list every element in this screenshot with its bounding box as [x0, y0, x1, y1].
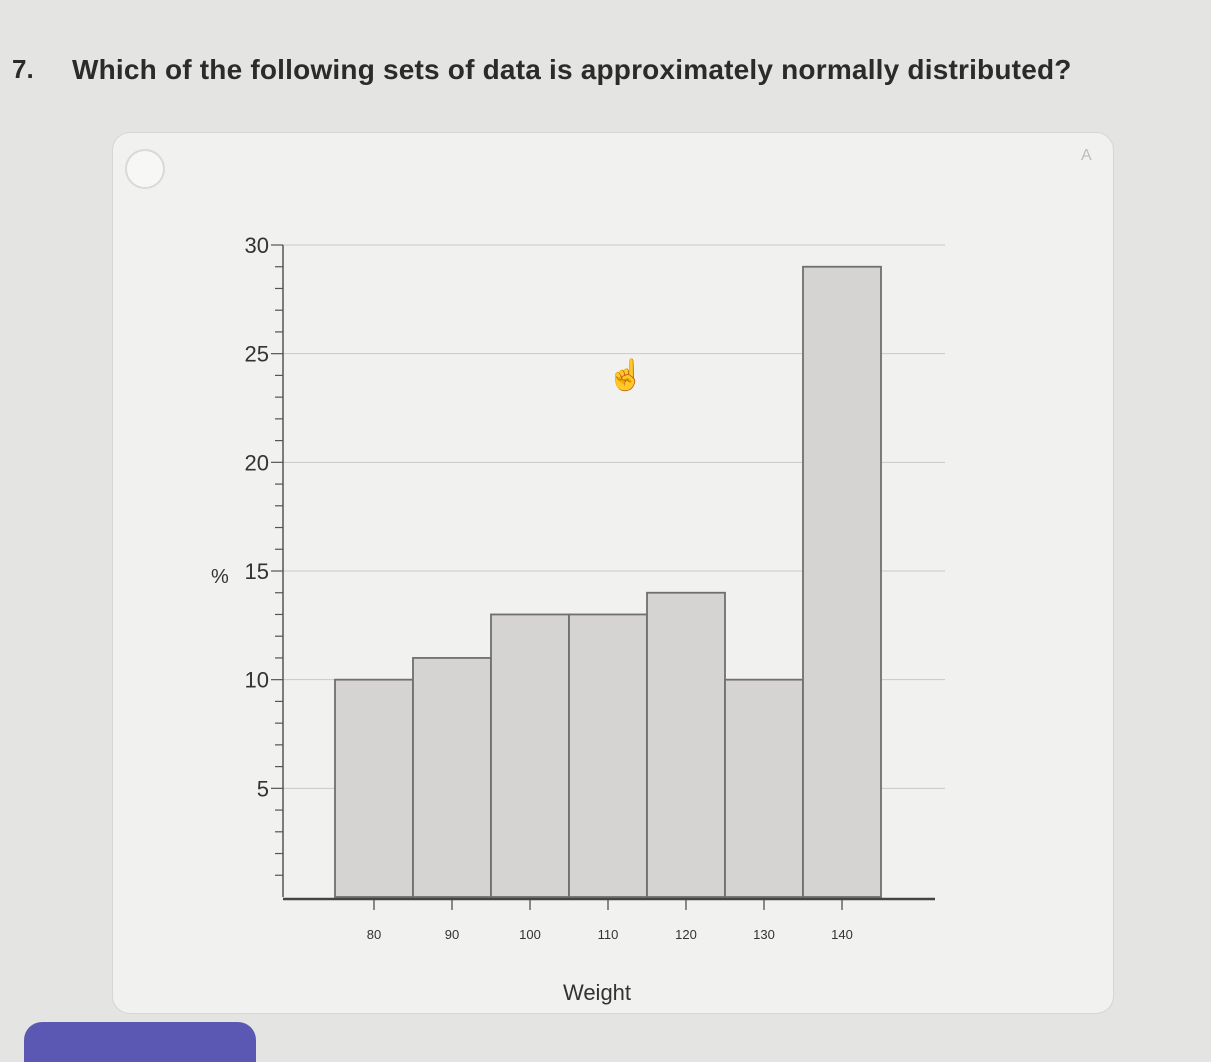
- histogram-bar: [646, 591, 726, 898]
- histogram-bar: [568, 613, 648, 898]
- next-button[interactable]: [24, 1022, 256, 1062]
- y-tick-label: 5: [257, 776, 269, 801]
- y-tick-label: 15: [245, 559, 269, 584]
- option-radio-button[interactable]: [125, 149, 165, 189]
- question-text: Which of the following sets of data is a…: [72, 54, 1072, 85]
- x-tick-label: 130: [753, 927, 775, 942]
- y-tick-labels: 5 10 15 20 25 30: [245, 233, 269, 801]
- histogram-bar: [802, 265, 882, 898]
- x-tick-label: 110: [598, 927, 619, 942]
- x-tick-label: 120: [675, 927, 697, 942]
- histogram-bar: [724, 678, 804, 898]
- x-tick-label: 100: [519, 927, 541, 942]
- hand-cursor-icon: ☝: [607, 359, 645, 392]
- histogram-bar: [412, 657, 492, 898]
- y-tick-label: 20: [245, 450, 269, 475]
- option-letter: A: [1081, 147, 1092, 164]
- x-tick-labels: 80 90 100 110 120 130 140: [367, 900, 853, 942]
- x-tick-label: 90: [445, 927, 459, 942]
- question-number: 7.: [12, 54, 34, 84]
- y-tick-label: 30: [245, 233, 269, 258]
- axes: [271, 244, 935, 901]
- y-tick-label: 25: [245, 342, 269, 367]
- x-tick-label: 80: [367, 927, 381, 942]
- x-tick-label: 140: [831, 927, 853, 942]
- y-axis-label: %: [211, 566, 229, 588]
- bars: [334, 265, 882, 898]
- x-axis-label: Weight: [563, 980, 631, 1005]
- histogram-bar: [334, 678, 414, 898]
- histogram-bar: [490, 613, 570, 898]
- y-tick-label: 10: [245, 668, 269, 693]
